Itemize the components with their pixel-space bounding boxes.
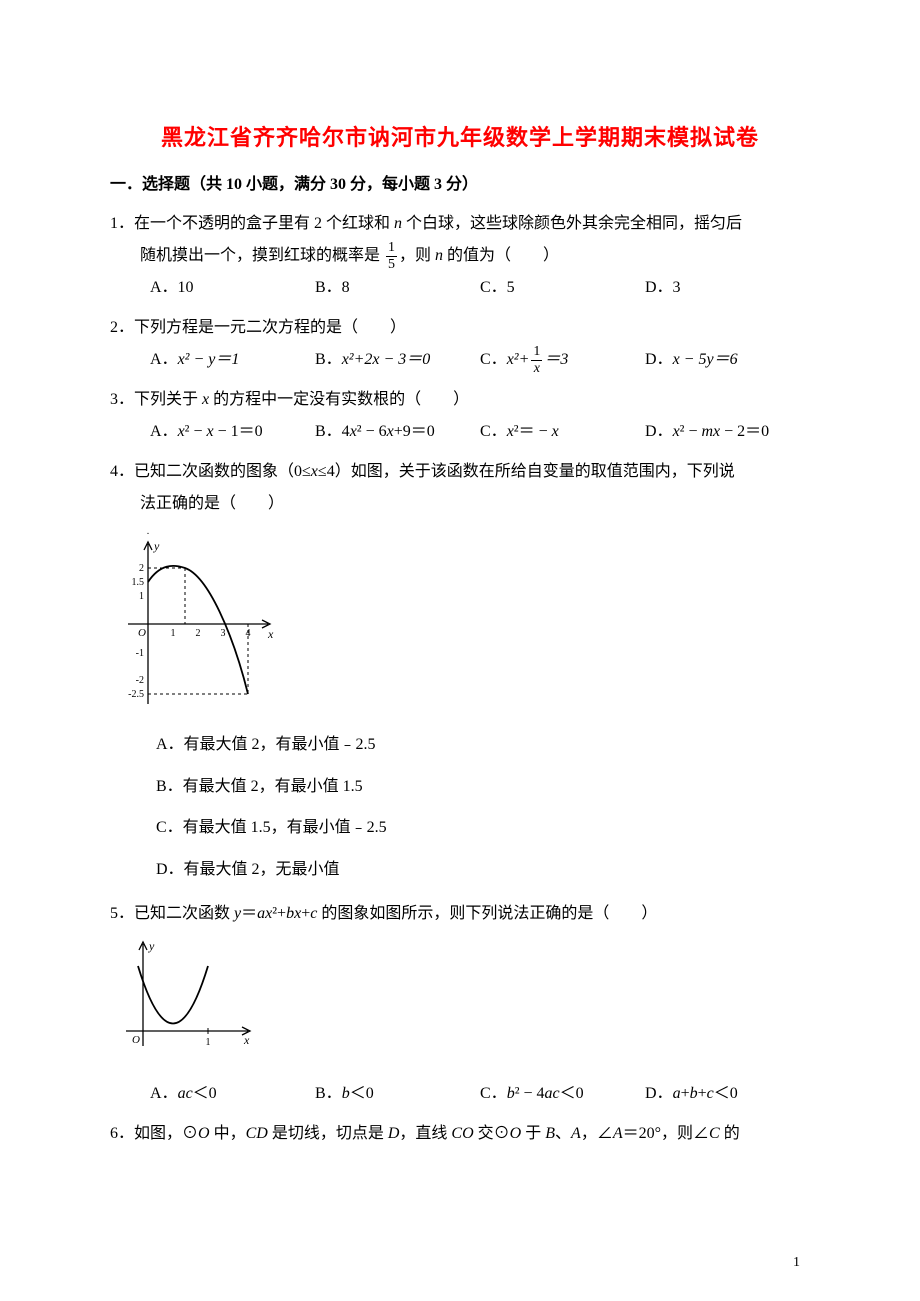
q1-frac-num: 1: [386, 241, 397, 257]
q2-stem: 2．下列方程是一元二次方程的是（ ）: [110, 312, 810, 344]
q5-stem: 5．已知二次函数 y＝ax²+bx+c 的图象如图所示，则下列说法正确的是（ ）: [110, 898, 810, 930]
svg-text:3: 3: [221, 628, 226, 639]
q1-stem-line2: 随机摸出一个，摸到红球的概率是 15，则 n 的值为（ ）: [110, 240, 810, 272]
q1-text-d: ，则: [399, 247, 435, 264]
q4-chart: 2 1.5 1 -1 -2 -2.5 1 2 3 4 O x y: [118, 526, 810, 714]
page: 黑龙江省齐齐哈尔市讷河市九年级数学上学期期末模拟试卷 一．选择题（共 10 小题…: [0, 0, 920, 1301]
q5-opt-b: B．b＜0: [315, 1078, 480, 1110]
svg-text:-2.5: -2.5: [128, 689, 144, 700]
question-6: 6．如图，⊙O 中，CD 是切线，切点是 D，直线 CO 交⊙O 于 B、A，∠…: [110, 1118, 810, 1150]
q3-stem: 3．下列关于 x 的方程中一定没有实数根的（ ）: [110, 384, 810, 416]
q1-opt-c: C．5: [480, 272, 645, 304]
q3-opt-b: B．4x² − 6x+9＝0: [315, 416, 480, 448]
question-5: 5．已知二次函数 y＝ax²+bx+c 的图象如图所示，则下列说法正确的是（ ）…: [110, 898, 810, 1110]
svg-text:2: 2: [139, 563, 144, 574]
q5-opt-c: C．b² − 4ac＜0: [480, 1078, 645, 1110]
svg-text:2: 2: [196, 628, 201, 639]
q1-var-n: n: [394, 215, 402, 232]
q4-opt-d: D．有最大值 2，无最小值: [156, 849, 810, 891]
q5-options: A．ac＜0 B．b＜0 C．b² − 4ac＜0 D．a+b+c＜0: [110, 1078, 810, 1110]
q1-text-a: 1．在一个不透明的盒子里有 2 个红球和: [110, 215, 394, 232]
q3-opt-c: C．x²＝ − x: [480, 416, 645, 448]
q2-opt-a: A．x² − y＝1: [150, 344, 315, 376]
svg-text:-2: -2: [136, 675, 144, 686]
svg-text:O: O: [138, 627, 146, 639]
q1-opt-b: B．8: [315, 272, 480, 304]
q5-opt-d: D．a+b+c＜0: [645, 1078, 810, 1110]
question-3: 3．下列关于 x 的方程中一定没有实数根的（ ） A．x² − x − 1＝0 …: [110, 384, 810, 448]
q1-text-c: 随机摸出一个，摸到红球的概率是: [140, 247, 384, 264]
q3-opt-a: A．x² − x − 1＝0: [150, 416, 315, 448]
svg-text:1: 1: [206, 1037, 211, 1048]
svg-text:x: x: [267, 627, 274, 641]
svg-text:-1: -1: [136, 648, 144, 659]
question-1: 1．在一个不透明的盒子里有 2 个红球和 n 个白球，这些球除颜色外其余完全相同…: [110, 208, 810, 304]
q3-opt-d: D．x² − mx − 2＝0: [645, 416, 810, 448]
q4-options: A．有最大值 2，有最小值﹣2.5 B．有最大值 2，有最小值 1.5 C．有最…: [110, 724, 810, 890]
q4-opt-c: C．有最大值 1.5，有最小值﹣2.5: [156, 807, 810, 849]
page-number: 1: [793, 1255, 800, 1271]
q1-options: A．10 B．8 C．5 D．3: [110, 272, 810, 304]
svg-text:O: O: [132, 1034, 140, 1046]
q1-var-n2: n: [435, 247, 443, 264]
q4-stem-l2: 法正确的是（ ）: [110, 488, 810, 520]
svg-text:4: 4: [246, 628, 251, 639]
svg-text:y: y: [148, 939, 155, 953]
q1-opt-d: D．3: [645, 272, 810, 304]
q5-chart: O x y 1 O x y 1: [118, 936, 810, 1068]
q2-opt-d: D．x − 5y＝6: [645, 344, 810, 376]
q1-opt-a: A．10: [150, 272, 315, 304]
svg-text:y: y: [153, 539, 160, 553]
q2-opt-c: C．x²+1x＝3: [480, 344, 645, 376]
svg-text:1: 1: [171, 628, 176, 639]
question-2: 2．下列方程是一元二次方程的是（ ） A．x² − y＝1 B．x²+2x − …: [110, 312, 810, 376]
q6-stem: 6．如图，⊙O 中，CD 是切线，切点是 D，直线 CO 交⊙O 于 B、A，∠…: [110, 1118, 810, 1150]
q4-opt-a: A．有最大值 2，有最小值﹣2.5: [156, 724, 810, 766]
q4-stem-l1: 4．已知二次函数的图象（0≤x≤4）如图，关于该函数在所给自变量的取值范围内，下…: [110, 456, 810, 488]
q2-options: A．x² − y＝1 B．x²+2x − 3＝0 C．x²+1x＝3 D．x −…: [110, 344, 810, 376]
q4-opt-b: B．有最大值 2，有最小值 1.5: [156, 766, 810, 808]
q1-text-e: 的值为（ ）: [443, 247, 559, 264]
q2-opt-b: B．x²+2x − 3＝0: [315, 344, 480, 376]
q5-opt-a: A．ac＜0: [150, 1078, 315, 1110]
exam-title: 黑龙江省齐齐哈尔市讷河市九年级数学上学期期末模拟试卷: [110, 120, 810, 152]
q1-text-b: 个白球，这些球除颜色外其余完全相同，摇匀后: [402, 215, 742, 232]
svg-text:1.5: 1.5: [132, 577, 145, 588]
q5-parabola-svg: O x y 1 O x y 1: [118, 936, 258, 1056]
svg-text:x: x: [243, 1033, 250, 1047]
q3-options: A．x² − x − 1＝0 B．4x² − 6x+9＝0 C．x²＝ − x …: [110, 416, 810, 448]
question-4: 4．已知二次函数的图象（0≤x≤4）如图，关于该函数在所给自变量的取值范围内，下…: [110, 456, 810, 890]
q1-fraction: 15: [386, 241, 397, 272]
q4-parabola-overlay: 2 1.5 1 -1 -2 -2.5 1 2 3 4 O x y: [118, 534, 278, 714]
section-header: 一．选择题（共 10 小题，满分 30 分，每小题 3 分）: [110, 170, 810, 194]
q1-frac-den: 5: [386, 257, 397, 272]
q1-stem: 1．在一个不透明的盒子里有 2 个红球和 n 个白球，这些球除颜色外其余完全相同…: [110, 208, 810, 240]
svg-text:1: 1: [139, 591, 144, 602]
